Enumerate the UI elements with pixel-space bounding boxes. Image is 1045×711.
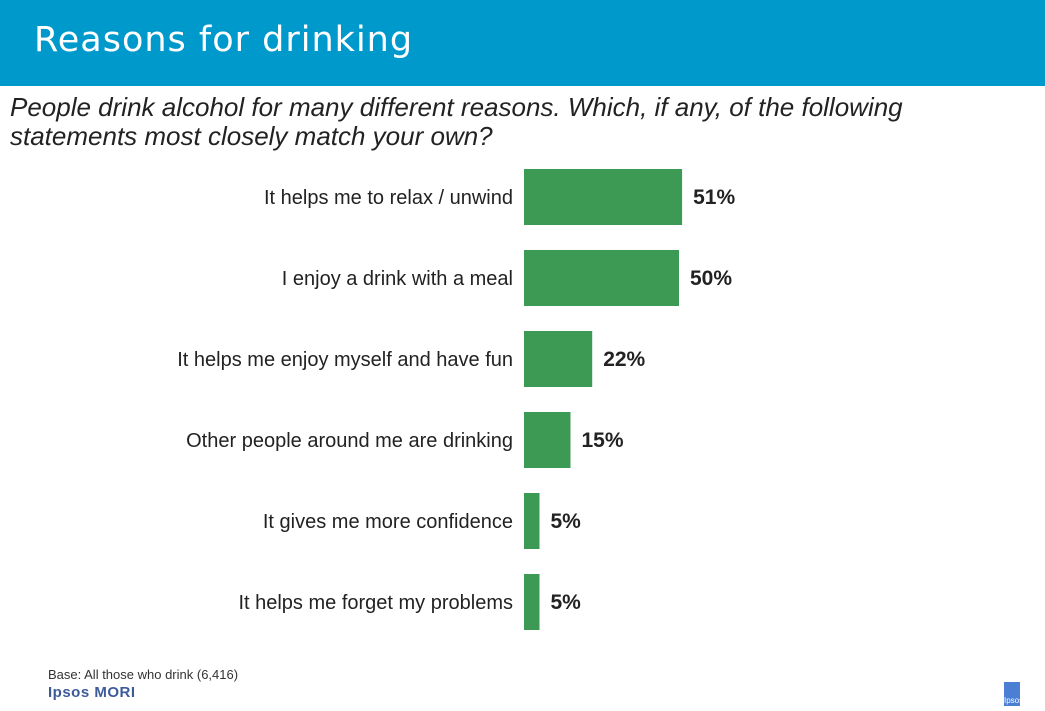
bar xyxy=(524,574,540,630)
bar xyxy=(524,412,571,468)
value-label: 15% xyxy=(582,429,624,452)
category-label: It gives me more confidence xyxy=(263,511,513,533)
bar xyxy=(524,169,683,225)
value-label: 5% xyxy=(551,510,582,533)
category-label: It helps me enjoy myself and have fun xyxy=(177,349,513,371)
bar xyxy=(524,493,540,549)
value-label: 5% xyxy=(551,591,582,614)
bar-chart: It helps me to relax / unwind 51% I enjoy … xyxy=(177,169,735,630)
survey-question: People drink alcohol for many different … xyxy=(10,92,903,151)
category-label: Other people around me are drinking xyxy=(186,430,513,452)
ipsos-brand-icon: Ipsos xyxy=(1004,682,1020,706)
category-label: It helps me to relax / unwind xyxy=(264,187,513,209)
value-label: 51% xyxy=(693,186,735,209)
base-note: Base: All those who drink (6,416) xyxy=(48,667,239,682)
value-label: 50% xyxy=(690,267,732,290)
value-label: 22% xyxy=(603,348,645,371)
title-bar: Reasons for drinking xyxy=(0,0,1045,86)
page-title: Reasons for drinking xyxy=(34,20,414,60)
ipsos-mori-logo: Ipsos MORI xyxy=(48,684,136,701)
bar xyxy=(524,331,593,387)
category-label: It helps me forget my problems xyxy=(238,592,513,614)
bar xyxy=(524,250,679,306)
category-label: I enjoy a drink with a meal xyxy=(282,268,513,290)
